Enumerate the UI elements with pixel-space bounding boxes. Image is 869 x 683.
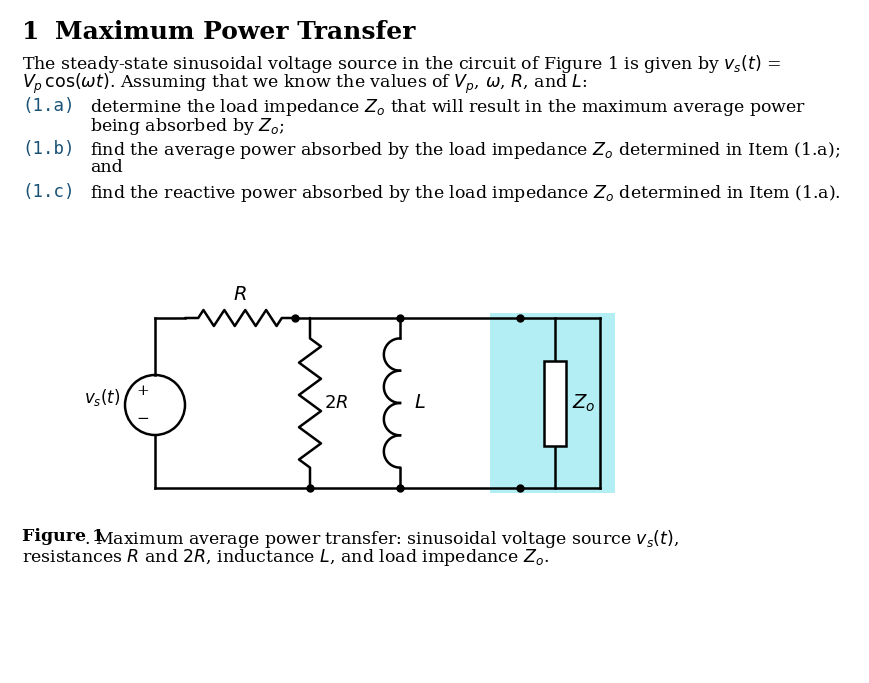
Text: +: + — [136, 384, 149, 398]
Text: $L$: $L$ — [414, 394, 425, 412]
Text: $Z_o$: $Z_o$ — [571, 392, 594, 414]
Text: find the average power absorbed by the load impedance $Z_o$ determined in Item (: find the average power absorbed by the l… — [90, 140, 839, 161]
Text: and: and — [90, 159, 123, 176]
Bar — [489, 313, 614, 493]
Text: (1.a): (1.a) — [22, 97, 75, 115]
Text: $v_s(t)$: $v_s(t)$ — [83, 387, 120, 408]
Text: Maximum Power Transfer: Maximum Power Transfer — [55, 20, 415, 44]
Text: resistances $R$ and $2R$, inductance $L$, and load impedance $Z_o$.: resistances $R$ and $2R$, inductance $L$… — [22, 547, 548, 568]
Text: 1: 1 — [22, 20, 39, 44]
Text: The steady-state sinusoidal voltage source in the circuit of Figure 1 is given b: The steady-state sinusoidal voltage sour… — [22, 53, 780, 75]
Text: (1.c): (1.c) — [22, 183, 75, 201]
Text: $2R$: $2R$ — [323, 394, 348, 412]
Text: $R$: $R$ — [233, 286, 247, 304]
Text: determine the load impedance $Z_o$ that will result in the maximum average power: determine the load impedance $Z_o$ that … — [90, 97, 806, 118]
Text: −: − — [136, 412, 149, 426]
Text: (1.b): (1.b) — [22, 140, 75, 158]
Text: . Maximum average power transfer: sinusoidal voltage source $v_s(t)$,: . Maximum average power transfer: sinuso… — [84, 528, 679, 550]
Text: Figure 1: Figure 1 — [22, 528, 104, 545]
Text: $V_p\,\cos(\omega t)$. Assuming that we know the values of $V_p$, $\omega$, $R$,: $V_p\,\cos(\omega t)$. Assuming that we … — [22, 72, 587, 96]
Text: being absorbed by $Z_o$;: being absorbed by $Z_o$; — [90, 116, 284, 137]
Text: find the reactive power absorbed by the load impedance $Z_o$ determined in Item : find the reactive power absorbed by the … — [90, 183, 839, 204]
Bar — [543, 361, 566, 445]
